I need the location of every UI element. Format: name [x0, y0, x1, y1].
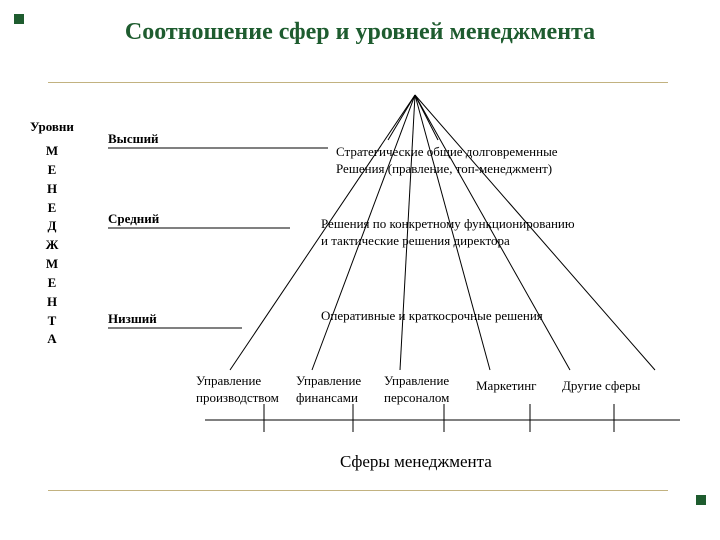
header-rule [48, 82, 668, 83]
level-mid-label: Средний [108, 211, 159, 227]
sphere-3-line1: Управление [384, 373, 449, 389]
level-top-desc-1: Стратегические общие долговременные [336, 144, 558, 160]
footer-rule [48, 490, 668, 491]
sphere-2-line2: финансами [296, 390, 358, 406]
level-low-label: Низший [108, 311, 157, 327]
level-top-desc-2: Решения (правление, топ-менеджмент) [336, 161, 552, 177]
level-mid-desc-1: Решения по конкретному функционированию [320, 216, 576, 232]
sphere-1-line2: производством [196, 390, 279, 406]
vertical-word-management: М Е Н Е Д Ж М Е Н Т А [42, 142, 62, 349]
sphere-2-line1: Управление [296, 373, 361, 389]
sphere-4: Маркетинг [476, 378, 537, 394]
accent-square-br [696, 495, 706, 505]
sphere-1-line1: Управление [196, 373, 261, 389]
level-mid-desc-2: и тактические решения директора [320, 233, 511, 249]
page-title: Соотношение сфер и уровней менеджмента [0, 18, 720, 47]
spheres-caption: Сферы менеджмента [340, 452, 492, 472]
level-top-label: Высший [108, 131, 159, 147]
levels-label: Уровни [30, 119, 74, 135]
sphere-3-line2: персоналом [384, 390, 449, 406]
level-low-desc-1: Оперативные и краткосрочные решения [320, 308, 544, 324]
sphere-5: Другие сферы [562, 378, 640, 394]
